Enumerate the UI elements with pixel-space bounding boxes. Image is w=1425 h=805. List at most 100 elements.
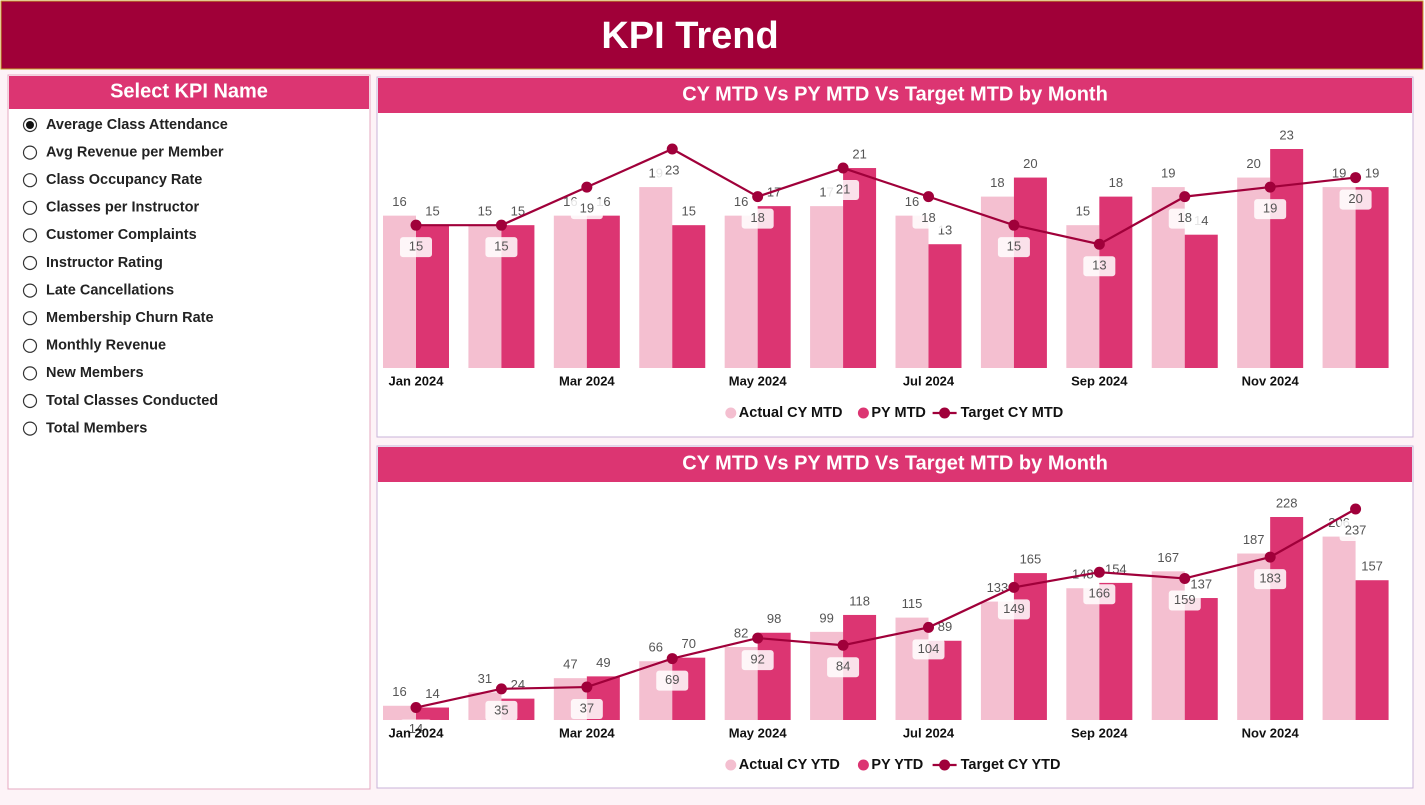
line-point bbox=[495, 683, 507, 695]
line-point bbox=[495, 219, 507, 231]
data-label: 15 bbox=[425, 204, 439, 219]
bar bbox=[1184, 598, 1218, 720]
bar bbox=[639, 187, 673, 368]
bar bbox=[639, 661, 673, 720]
radio-button[interactable] bbox=[22, 338, 38, 353]
slicer-item[interactable]: Average Class Attendance bbox=[46, 117, 228, 133]
line-point bbox=[1350, 503, 1362, 515]
radio-button[interactable] bbox=[22, 173, 38, 188]
legend-label[interactable]: Actual CY YTD bbox=[739, 757, 840, 773]
slicer-item[interactable]: Customer Complaints bbox=[46, 227, 197, 243]
slicer-panel bbox=[7, 74, 371, 790]
radio-button[interactable] bbox=[22, 393, 38, 409]
radio-button[interactable] bbox=[22, 200, 38, 215]
slicer-item[interactable]: Late Cancellations bbox=[46, 282, 174, 298]
chart-title: CY MTD Vs PY MTD Vs Target MTD by Month bbox=[682, 452, 1108, 474]
radio-button[interactable] bbox=[22, 311, 38, 326]
legend-label[interactable]: PY YTD bbox=[871, 757, 923, 773]
data-label: 15 bbox=[409, 239, 423, 254]
bar bbox=[757, 206, 791, 368]
data-label: 16 bbox=[905, 194, 919, 209]
x-tick-label: May 2024 bbox=[729, 373, 788, 388]
slicer-item[interactable]: Instructor Rating bbox=[46, 255, 163, 271]
legend-label[interactable]: Actual CY MTD bbox=[739, 405, 843, 421]
legend-label[interactable]: Target CY MTD bbox=[961, 405, 1064, 421]
legend-marker bbox=[725, 759, 737, 771]
x-tick-label: Mar 2024 bbox=[559, 373, 615, 388]
data-label: 18 bbox=[990, 175, 1004, 190]
bar bbox=[1099, 582, 1133, 720]
data-label: 149 bbox=[1003, 601, 1025, 616]
x-tick-label: May 2024 bbox=[729, 725, 788, 740]
radio-button[interactable] bbox=[22, 366, 38, 381]
header-band bbox=[0, 0, 1424, 70]
slicer-item[interactable]: Avg Revenue per Member bbox=[46, 144, 224, 160]
label-box bbox=[741, 208, 774, 229]
line-point bbox=[410, 219, 422, 231]
radio-button[interactable] bbox=[22, 145, 38, 160]
data-label: 19 bbox=[1332, 166, 1346, 181]
legend-marker bbox=[857, 759, 869, 771]
label-box bbox=[1083, 584, 1116, 605]
data-label: 228 bbox=[1276, 495, 1298, 510]
data-label: 21 bbox=[836, 181, 850, 196]
data-label: 159 bbox=[1174, 592, 1196, 607]
slicer-item[interactable]: New Members bbox=[46, 365, 144, 381]
chart-title-band bbox=[378, 78, 1412, 113]
x-tick-label: Nov 2024 bbox=[1242, 725, 1300, 740]
legend-label[interactable]: Target CY YTD bbox=[961, 757, 1061, 773]
data-label: 14 bbox=[425, 686, 439, 701]
x-tick-label: Nov 2024 bbox=[1242, 373, 1300, 388]
data-label: 23 bbox=[1279, 127, 1293, 142]
legend-label[interactable]: PY MTD bbox=[871, 405, 926, 421]
bar bbox=[895, 617, 929, 720]
data-label: 18 bbox=[921, 210, 935, 225]
header-title: KPI Trend bbox=[601, 15, 778, 57]
line-point bbox=[837, 639, 849, 651]
data-label: 47 bbox=[563, 657, 577, 672]
data-label: 19 bbox=[1263, 201, 1277, 216]
slicer-item[interactable]: Class Occupancy Rate bbox=[46, 172, 202, 188]
slicer-item[interactable]: Total Members bbox=[46, 420, 147, 436]
line-point bbox=[923, 191, 934, 203]
slicer-item[interactable]: Classes per Instructor bbox=[46, 200, 199, 216]
label-box bbox=[997, 599, 1030, 620]
data-label: 15 bbox=[511, 204, 525, 219]
label-box bbox=[827, 180, 860, 201]
data-label: 21 bbox=[852, 146, 866, 161]
data-label: 89 bbox=[938, 619, 952, 634]
target-line bbox=[415, 508, 1357, 709]
bar bbox=[1184, 234, 1218, 368]
slicer-header bbox=[9, 76, 369, 109]
bar bbox=[843, 168, 877, 368]
radio-button[interactable] bbox=[22, 228, 38, 243]
legend-marker bbox=[939, 407, 951, 419]
data-label: 20 bbox=[1348, 191, 1362, 206]
label-box bbox=[912, 208, 945, 229]
data-label: 15 bbox=[682, 204, 696, 219]
data-label: 165 bbox=[1020, 552, 1042, 567]
slicer-item[interactable]: Membership Churn Rate bbox=[46, 310, 214, 326]
slicer-item[interactable]: Monthly Revenue bbox=[46, 338, 166, 354]
slicer-item[interactable]: Total Classes Conducted bbox=[46, 393, 218, 409]
data-label: 70 bbox=[682, 636, 696, 651]
radio-button[interactable] bbox=[22, 255, 38, 271]
bar bbox=[980, 196, 1014, 368]
label-box bbox=[741, 650, 774, 671]
data-label: 157 bbox=[1361, 559, 1383, 574]
data-label: 104 bbox=[918, 641, 940, 656]
data-label: 20 bbox=[1023, 156, 1037, 171]
bar bbox=[672, 225, 706, 368]
bar bbox=[895, 215, 929, 368]
label-box bbox=[912, 639, 945, 660]
radio-button[interactable] bbox=[22, 283, 38, 298]
radio-button[interactable] bbox=[22, 421, 38, 436]
label-box bbox=[1339, 189, 1372, 210]
line-point bbox=[752, 632, 764, 644]
data-label: 18 bbox=[1178, 210, 1192, 225]
label-box bbox=[570, 699, 603, 720]
data-label: 19 bbox=[1161, 166, 1175, 181]
line-point bbox=[837, 162, 849, 174]
legend-marker bbox=[857, 407, 869, 419]
data-label: 20 bbox=[1246, 156, 1260, 171]
